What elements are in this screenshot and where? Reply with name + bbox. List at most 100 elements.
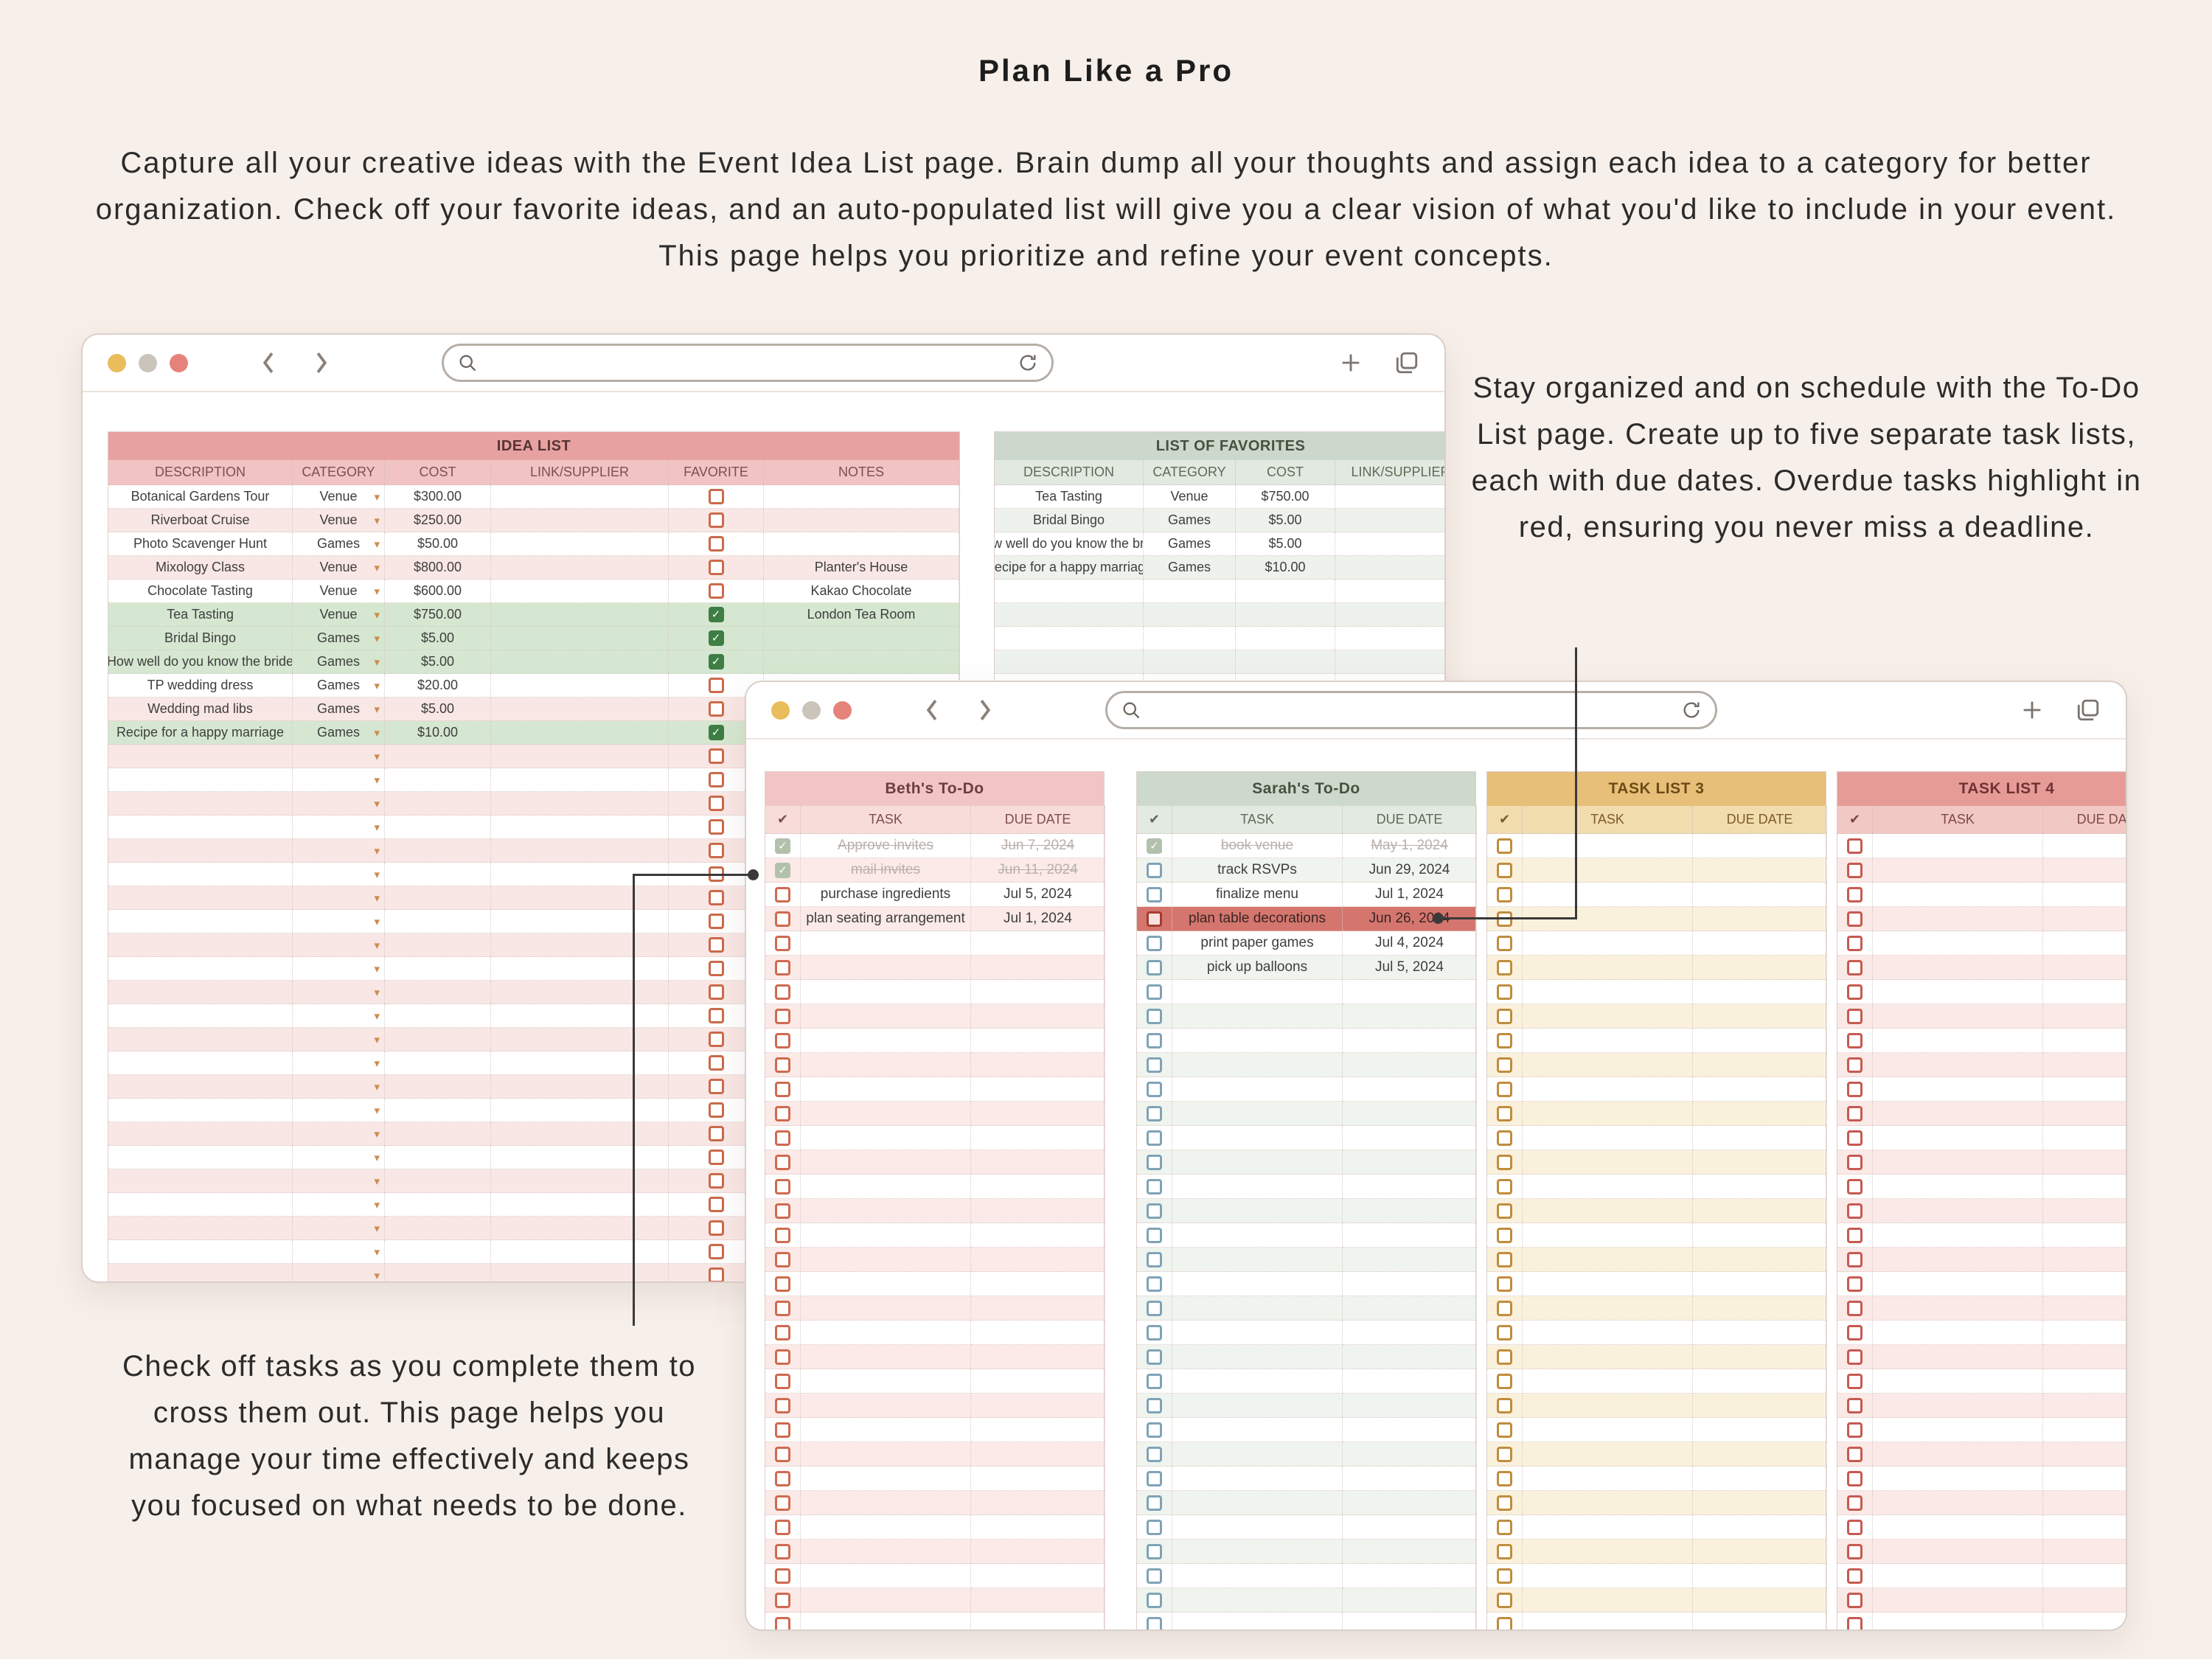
task-text-cell[interactable] <box>1523 1199 1693 1223</box>
task-text-cell[interactable] <box>1523 1564 1693 1588</box>
back-button[interactable] <box>259 351 278 375</box>
task-due-cell[interactable] <box>2043 1102 2126 1126</box>
dropdown-arrow-icon[interactable]: ▾ <box>374 1222 380 1235</box>
description-cell[interactable] <box>108 1193 293 1217</box>
cost-cell[interactable]: $5.00 <box>385 650 491 674</box>
task-checkbox[interactable] <box>1847 1616 1863 1630</box>
task-due-cell[interactable] <box>1343 1199 1477 1223</box>
category-cell[interactable]: ▾ <box>293 1122 385 1146</box>
description-cell[interactable] <box>108 745 293 768</box>
cost-cell[interactable]: $300.00 <box>385 485 491 509</box>
task-text-cell[interactable] <box>1523 1442 1693 1467</box>
task-checkbox[interactable] <box>1847 935 1863 951</box>
category-cell[interactable]: ▾ <box>293 1099 385 1122</box>
dropdown-arrow-icon[interactable]: ▾ <box>374 821 380 834</box>
link-supplier-cell[interactable] <box>491 1217 669 1240</box>
description-cell[interactable] <box>995 650 1144 674</box>
category-cell[interactable] <box>1144 603 1236 627</box>
task-due-cell[interactable] <box>2043 1369 2126 1394</box>
task-checkbox[interactable] <box>775 886 790 902</box>
task-checkbox[interactable] <box>1847 862 1863 878</box>
task-due-cell[interactable] <box>1693 1345 1827 1369</box>
task-due-cell[interactable] <box>1693 1223 1827 1248</box>
task-text-cell[interactable]: purchase ingredients <box>801 883 971 907</box>
category-cell[interactable]: ▾ <box>293 1146 385 1169</box>
dropdown-arrow-icon[interactable]: ▾ <box>374 1009 380 1023</box>
task-due-cell[interactable] <box>2043 1175 2126 1199</box>
task-text-cell[interactable] <box>1523 1102 1693 1126</box>
dropdown-arrow-icon[interactable]: ▾ <box>374 962 380 975</box>
link-supplier-cell[interactable] <box>1335 603 1444 627</box>
task-checkbox[interactable] <box>1847 1470 1863 1486</box>
task-checkbox[interactable] <box>775 935 790 951</box>
task-due-cell[interactable] <box>971 1564 1105 1588</box>
link-supplier-cell[interactable] <box>491 556 669 580</box>
task-due-cell[interactable] <box>2043 1613 2126 1630</box>
task-due-cell[interactable] <box>1693 1150 1827 1175</box>
category-cell[interactable]: Games ▾ <box>293 627 385 650</box>
task-text-cell[interactable] <box>1523 1004 1693 1029</box>
task-due-cell[interactable] <box>2043 907 2126 931</box>
dropdown-arrow-icon[interactable]: ▾ <box>374 1127 380 1141</box>
task-checkbox[interactable] <box>1497 1397 1512 1413</box>
category-cell[interactable]: ▾ <box>293 1240 385 1264</box>
category-cell[interactable]: ▾ <box>293 886 385 910</box>
notes-cell[interactable] <box>764 509 959 532</box>
task-due-cell[interactable] <box>2043 858 2126 883</box>
dropdown-arrow-icon[interactable]: ▾ <box>374 939 380 952</box>
cost-cell[interactable] <box>385 792 491 815</box>
favorite-checkbox[interactable] <box>708 890 724 905</box>
description-cell[interactable] <box>108 839 293 863</box>
category-cell[interactable]: Venue ▾ <box>293 556 385 580</box>
dropdown-arrow-icon[interactable]: ▾ <box>374 632 380 645</box>
cost-cell[interactable]: $800.00 <box>385 556 491 580</box>
task-checkbox[interactable] <box>1147 1178 1162 1194</box>
task-due-cell[interactable] <box>971 1053 1105 1077</box>
task-text-cell[interactable] <box>1873 1004 2043 1029</box>
task-checkbox[interactable] <box>1497 1154 1512 1170</box>
link-supplier-cell[interactable] <box>491 580 669 603</box>
link-supplier-cell[interactable] <box>491 910 669 933</box>
link-supplier-cell[interactable] <box>491 1169 669 1193</box>
category-cell[interactable]: ▾ <box>293 1051 385 1075</box>
task-text-cell[interactable] <box>1172 1394 1343 1418</box>
cost-cell[interactable] <box>385 839 491 863</box>
task-text-cell[interactable] <box>801 1588 971 1613</box>
address-bar[interactable] <box>442 344 1054 382</box>
cost-cell[interactable] <box>385 981 491 1004</box>
dropdown-arrow-icon[interactable]: ▾ <box>374 986 380 999</box>
task-checkbox[interactable] <box>1847 1154 1863 1170</box>
task-text-cell[interactable] <box>801 1199 971 1223</box>
task-checkbox[interactable] <box>1847 1178 1863 1194</box>
task-text-cell[interactable] <box>1172 1223 1343 1248</box>
description-cell[interactable]: Bridal Bingo <box>995 509 1144 532</box>
link-supplier-cell[interactable] <box>491 485 669 509</box>
task-due-cell[interactable] <box>2043 1418 2126 1442</box>
link-supplier-cell[interactable] <box>491 957 669 981</box>
task-due-cell[interactable] <box>971 931 1105 956</box>
task-checkbox[interactable] <box>1847 1130 1863 1146</box>
forward-button[interactable] <box>975 698 995 722</box>
cost-cell[interactable] <box>385 1099 491 1122</box>
category-cell[interactable]: ▾ <box>293 768 385 792</box>
task-text-cell[interactable]: book venue <box>1172 834 1343 858</box>
task-checkbox[interactable] <box>775 1349 790 1365</box>
description-cell[interactable] <box>108 1051 293 1075</box>
task-due-cell[interactable] <box>2043 1223 2126 1248</box>
task-checkbox[interactable] <box>1147 1373 1162 1389</box>
task-checkbox[interactable] <box>1847 1227 1863 1243</box>
description-cell[interactable] <box>108 815 293 839</box>
task-text-cell[interactable] <box>1523 858 1693 883</box>
task-due-cell[interactable] <box>1343 1053 1477 1077</box>
task-text-cell[interactable] <box>801 931 971 956</box>
task-due-cell[interactable] <box>2043 1296 2126 1321</box>
task-checkbox[interactable] <box>775 1446 790 1462</box>
link-supplier-cell[interactable] <box>1335 556 1444 580</box>
description-cell[interactable] <box>108 1122 293 1146</box>
dropdown-arrow-icon[interactable]: ▾ <box>374 585 380 598</box>
dropdown-arrow-icon[interactable]: ▾ <box>374 679 380 692</box>
dropdown-arrow-icon[interactable]: ▾ <box>374 514 380 527</box>
task-text-cell[interactable] <box>1172 1029 1343 1053</box>
category-cell[interactable]: Games ▾ <box>293 721 385 745</box>
task-text-cell[interactable]: track RSVPs <box>1172 858 1343 883</box>
